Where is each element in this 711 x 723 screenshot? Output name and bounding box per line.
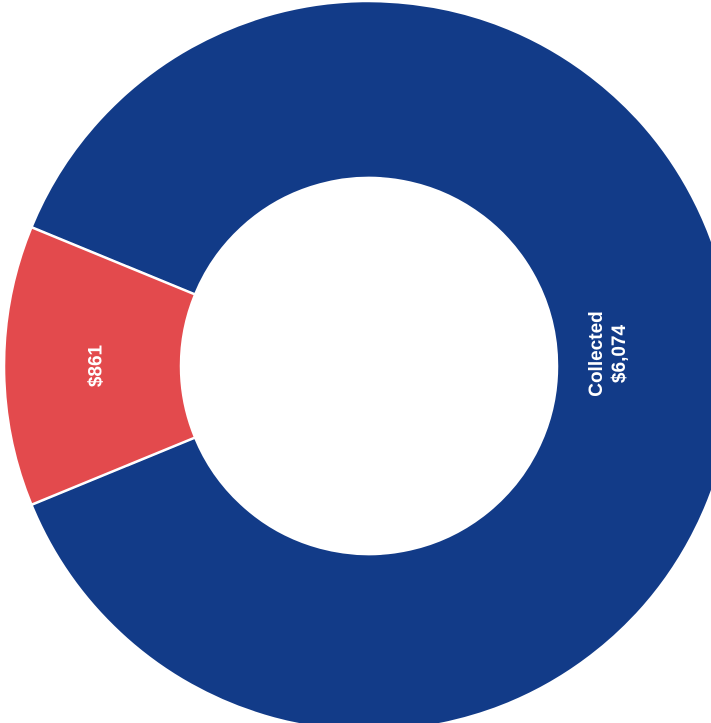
label-outstanding: $861 <box>86 344 107 387</box>
slice-collected <box>29 0 711 723</box>
slice-label-line: Collected <box>586 311 607 397</box>
slice-label-line: $6,074 <box>609 325 630 384</box>
label-collected: Collected $6,074 <box>586 311 630 397</box>
donut-slice-labels: Collected $6,074 $861 <box>86 311 631 397</box>
slice-label-line: $861 <box>86 344 107 387</box>
slice-outstanding <box>2 225 197 507</box>
